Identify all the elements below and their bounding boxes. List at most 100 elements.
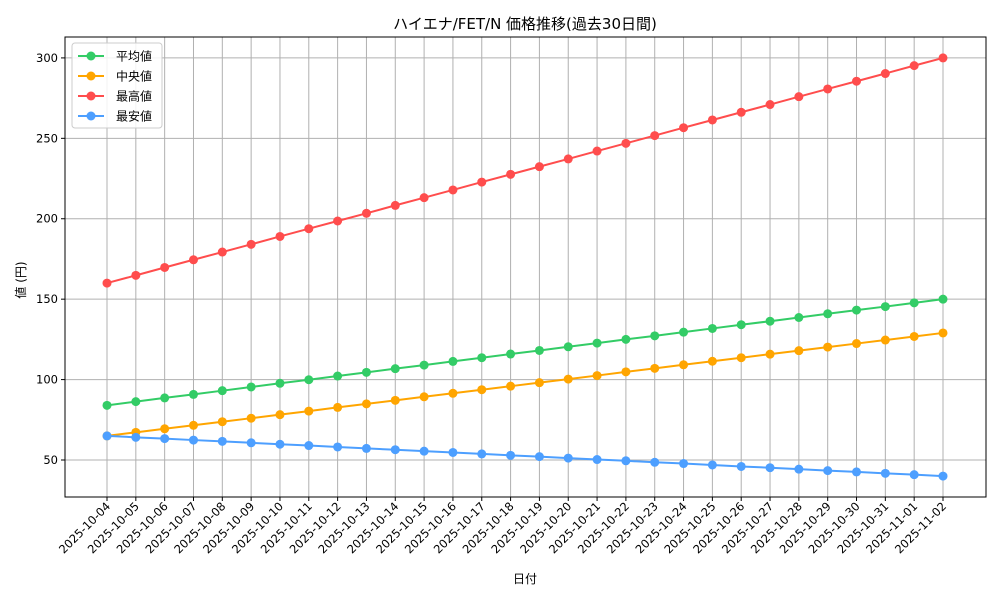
- data-point: [563, 374, 573, 384]
- legend-label: 最高値: [116, 89, 152, 104]
- data-point: [592, 146, 602, 156]
- data-point: [823, 84, 833, 94]
- series-3: [102, 431, 948, 481]
- data-point: [880, 69, 890, 79]
- data-point: [707, 115, 717, 125]
- data-point: [563, 154, 573, 164]
- data-point: [880, 302, 890, 312]
- data-point: [794, 92, 804, 102]
- legend-box: [71, 42, 163, 129]
- data-point: [823, 342, 833, 352]
- data-point: [188, 255, 198, 265]
- data-point: [852, 305, 862, 315]
- data-point: [938, 471, 948, 481]
- data-point: [506, 169, 516, 179]
- data-point: [102, 278, 112, 288]
- y-tick-label: 150: [36, 292, 58, 306]
- data-point: [275, 231, 285, 241]
- data-point: [563, 453, 573, 463]
- legend-label: 平均値: [116, 49, 152, 64]
- data-point: [188, 389, 198, 399]
- data-point: [909, 331, 919, 341]
- data-point: [679, 123, 689, 133]
- data-point: [592, 338, 602, 348]
- series-0: [102, 294, 948, 410]
- data-point: [275, 410, 285, 420]
- data-point: [217, 386, 227, 396]
- data-point: [534, 345, 544, 355]
- data-point: [390, 200, 400, 210]
- data-point: [390, 364, 400, 374]
- data-point: [765, 463, 775, 473]
- data-point: [275, 378, 285, 388]
- data-point: [650, 331, 660, 341]
- data-point: [448, 356, 458, 366]
- legend-label: 最安値: [116, 109, 152, 124]
- data-point: [880, 335, 890, 345]
- data-point: [333, 442, 343, 452]
- data-point: [246, 239, 256, 249]
- data-point: [909, 470, 919, 480]
- legend-label: 中央値: [116, 69, 152, 84]
- data-point: [333, 371, 343, 381]
- data-point: [852, 76, 862, 86]
- data-point: [160, 424, 170, 434]
- data-point: [621, 456, 631, 466]
- data-point: [736, 353, 746, 363]
- data-point: [361, 208, 371, 218]
- data-point: [534, 162, 544, 172]
- data-point: [333, 216, 343, 226]
- series-line: [106, 331, 944, 437]
- data-point: [304, 406, 314, 416]
- data-point: [102, 400, 112, 410]
- data-point: [650, 131, 660, 141]
- data-point: [736, 107, 746, 117]
- data-point: [852, 467, 862, 477]
- data-point: [650, 363, 660, 373]
- data-point: [679, 459, 689, 469]
- series-1: [102, 328, 948, 441]
- data-point: [794, 346, 804, 356]
- data-point: [275, 439, 285, 449]
- data-point: [160, 262, 170, 272]
- data-point: [650, 457, 660, 467]
- data-point: [448, 447, 458, 457]
- legend-marker: [86, 91, 96, 101]
- y-tick-label: 200: [36, 212, 58, 226]
- data-point: [160, 393, 170, 403]
- data-point: [217, 247, 227, 257]
- data-point: [477, 385, 487, 395]
- data-point: [765, 100, 775, 110]
- data-point: [621, 334, 631, 344]
- data-point: [909, 61, 919, 71]
- y-axis-label: 値 (円): [13, 261, 28, 298]
- legend-marker: [86, 111, 96, 121]
- data-point: [765, 349, 775, 359]
- series-line: [106, 298, 944, 407]
- x-axis-label: 日付: [513, 572, 537, 586]
- data-point: [823, 309, 833, 319]
- series-2: [102, 53, 948, 288]
- data-point: [304, 441, 314, 451]
- data-point: [506, 349, 516, 359]
- data-point: [477, 177, 487, 187]
- data-point: [794, 464, 804, 474]
- data-point: [217, 417, 227, 427]
- y-tick-label: 50: [43, 453, 58, 467]
- data-point: [361, 399, 371, 409]
- y-tick-label: 250: [36, 131, 58, 145]
- y-tick-label: 100: [36, 373, 58, 387]
- plot-frame: [64, 36, 987, 498]
- data-point: [188, 435, 198, 445]
- series-line: [106, 434, 944, 478]
- data-point: [188, 420, 198, 430]
- data-point: [621, 138, 631, 148]
- data-point: [361, 443, 371, 453]
- data-point: [304, 375, 314, 385]
- data-point: [419, 360, 429, 370]
- data-point: [707, 460, 717, 470]
- data-point: [333, 402, 343, 412]
- legend-marker: [86, 51, 96, 61]
